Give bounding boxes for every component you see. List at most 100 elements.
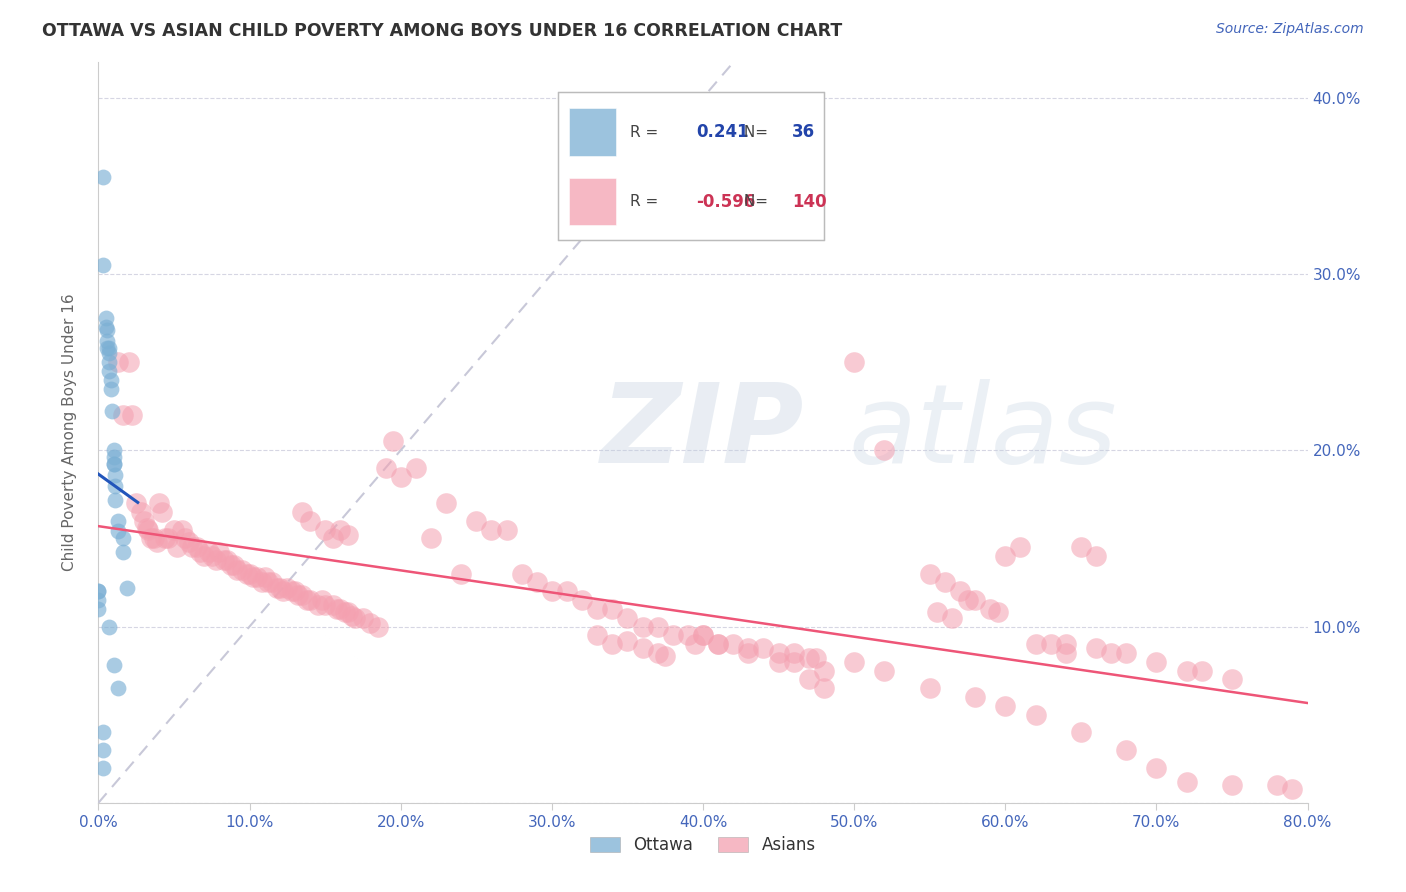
Point [262,575,284,590]
Point [101,404,124,418]
Point [813,681,835,696]
Point [299,514,322,528]
Point [1085,549,1108,563]
Point [148,496,170,510]
Point [768,655,790,669]
Point [526,575,548,590]
Point [287,588,309,602]
Point [1070,725,1092,739]
Legend: Ottawa, Asians: Ottawa, Asians [583,830,823,861]
Point [616,633,638,648]
Point [103,458,125,472]
Point [707,637,730,651]
Point [100,382,122,396]
Point [104,478,127,492]
Point [1144,655,1167,669]
Point [239,566,262,581]
Point [284,584,307,599]
Point [873,443,896,458]
Point [692,628,714,642]
Point [586,602,609,616]
Point [495,523,517,537]
Point [205,552,228,566]
Point [602,602,624,616]
Point [342,609,364,624]
Point [107,514,129,528]
Point [965,593,987,607]
Point [844,655,866,669]
Point [153,532,176,546]
Point [129,505,152,519]
Point [141,532,163,546]
Point [420,532,443,546]
Text: Source: ZipAtlas.com: Source: ZipAtlas.com [1216,22,1364,37]
Point [1144,760,1167,774]
Point [281,584,304,599]
Point [111,408,134,422]
Point [450,566,472,581]
Point [253,570,276,584]
Point [333,606,356,620]
Point [94,319,117,334]
Point [94,311,117,326]
Point [269,581,291,595]
Point [91,258,114,272]
Point [927,606,949,620]
Point [100,373,122,387]
Point [1175,774,1198,789]
Point [295,593,318,607]
Point [156,532,179,546]
Point [212,552,235,566]
Point [256,575,278,590]
Point [322,532,344,546]
Point [1024,637,1046,651]
Point [1054,646,1077,660]
Point [291,505,314,519]
Point [647,619,669,633]
Point [336,528,359,542]
Point [98,341,121,355]
Text: ZIP: ZIP [602,379,804,486]
Point [1220,673,1243,687]
Point [382,434,405,449]
Point [96,323,118,337]
Point [103,458,125,472]
Point [143,532,166,546]
Text: atlas: atlas [848,379,1116,486]
Point [221,558,243,572]
Point [692,628,714,642]
Point [91,743,114,757]
Point [918,566,941,581]
Point [135,521,157,535]
Point [226,563,249,577]
Point [752,640,775,655]
Point [163,523,186,537]
Point [246,570,269,584]
Point [91,169,114,184]
Point [956,593,979,607]
Point [170,523,193,537]
Point [181,540,204,554]
Point [654,649,676,664]
Point [737,646,759,660]
Point [873,664,896,678]
Point [540,584,562,599]
Point [329,523,352,537]
Point [1024,707,1046,722]
Point [98,355,121,369]
Point [1281,781,1303,796]
Point [107,524,129,539]
Point [979,602,1001,616]
Point [405,461,427,475]
Point [193,549,215,563]
Point [179,535,201,549]
Point [783,655,806,669]
Point [291,588,314,602]
Point [87,584,110,599]
Point [1115,743,1137,757]
Point [707,637,730,651]
Point [166,540,188,554]
Point [374,461,396,475]
Point [510,566,533,581]
Point [121,408,143,422]
